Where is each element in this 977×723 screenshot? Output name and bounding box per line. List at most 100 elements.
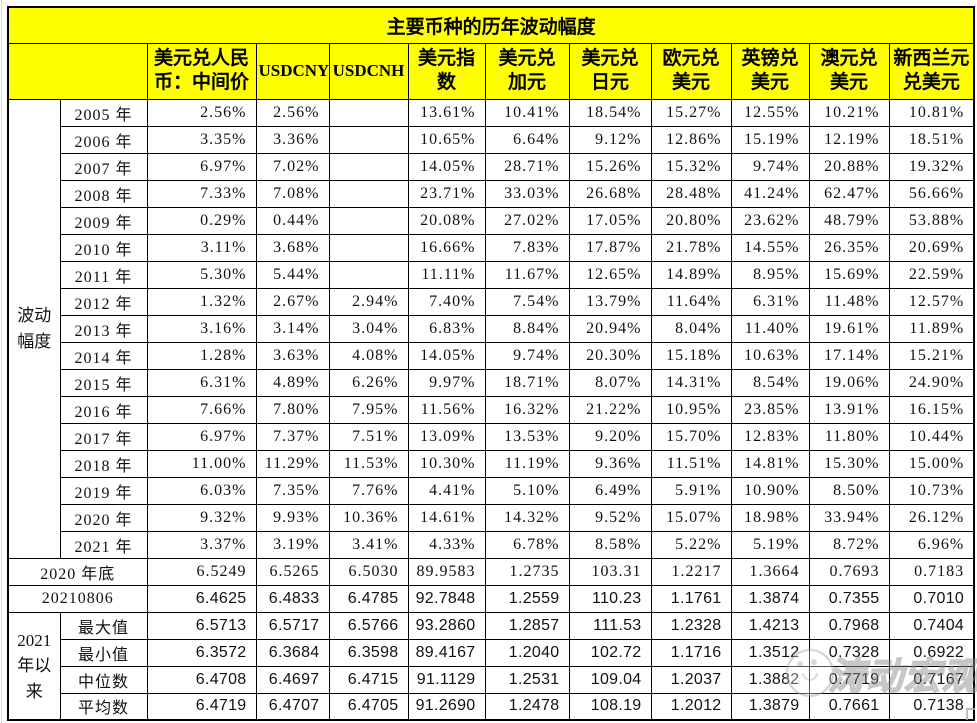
value-cell: 8.72% [808, 530, 890, 559]
value-cell: 15.18% [650, 341, 732, 370]
value-cell: 5.44% [255, 260, 330, 289]
group-label-volatility: 波动幅度 [7, 98, 61, 559]
value-cell: 41.24% [730, 179, 810, 208]
value-cell: 7.37% [255, 422, 330, 451]
value-cell: 8.07% [568, 368, 652, 397]
value-cell: 6.83% [407, 314, 486, 343]
value-cell: 13.53% [484, 422, 570, 451]
value-cell: 22.59% [888, 260, 975, 289]
column-header: 美元兑 加元 [484, 42, 570, 100]
value-cell: 18.71% [484, 368, 570, 397]
header-corner-cell [7, 42, 148, 100]
value-cell: 28.71% [484, 152, 570, 181]
title-row: 主要币种的历年波动幅度 [6, 6, 976, 44]
value-cell: 3.04% [328, 314, 409, 343]
value-cell: 0.7010 [888, 584, 975, 613]
table-row: 2016 年 7.66% 7.80% 7.95% 11.56% 16.32% 21.22% 1… [8, 395, 975, 424]
column-header: 欧元兑 美元 [650, 42, 732, 100]
stat-label: 最小值 [59, 638, 148, 667]
value-cell: 20.94% [568, 314, 652, 343]
value-cell: 14.81% [730, 449, 810, 478]
value-cell: 20.30% [568, 341, 652, 370]
value-cell: 2.56% [255, 98, 330, 127]
value-cell: 11.19% [484, 449, 570, 478]
value-cell: 6.64% [484, 125, 570, 154]
year-label: 2009 年 [59, 206, 148, 235]
value-cell: 5.10% [484, 476, 570, 505]
value-cell [328, 260, 409, 289]
value-cell: 108.19 [568, 692, 652, 721]
value-cell: 4.33% [407, 530, 486, 559]
year-label: 2015 年 [59, 368, 148, 397]
value-cell: 3.37% [146, 530, 257, 559]
year-label: 2013 年 [59, 314, 148, 343]
value-cell: 7.66% [146, 395, 257, 424]
value-cell: 8.95% [730, 260, 810, 289]
spreadsheet-table: 主要币种的历年波动幅度 美元兑人民 币：中间价 USDCNY USDCNH 美元指 数… [6, 6, 976, 721]
value-cell: 7.40% [407, 287, 486, 316]
value-cell: 6.4785 [328, 584, 409, 613]
value-cell: 14.31% [650, 368, 732, 397]
value-cell: 92.7848 [407, 584, 486, 613]
value-cell: 102.72 [568, 638, 652, 667]
value-cell: 0.7183 [888, 557, 975, 586]
value-cell: 10.36% [328, 503, 409, 532]
value-cell: 11.64% [650, 287, 732, 316]
table-row: 20210806 6.4625 6.4833 6.4785 92.7848 1.2559 1… [7, 584, 975, 613]
value-cell: 0.7719 [808, 665, 890, 694]
value-cell: 33.94% [808, 503, 890, 532]
value-cell: 6.4625 [146, 584, 257, 613]
value-cell: 1.3512 [730, 638, 810, 667]
value-cell: 19.32% [888, 152, 975, 181]
value-cell: 12.57% [888, 287, 975, 316]
value-cell: 10.21% [808, 98, 890, 127]
value-cell: 11.67% [484, 260, 570, 289]
value-cell: 3.63% [255, 341, 330, 370]
value-cell: 3.19% [255, 530, 330, 559]
value-cell: 14.05% [407, 341, 486, 370]
value-cell: 15.27% [650, 98, 732, 127]
value-cell: 6.5030 [328, 557, 409, 586]
value-cell: 33.03% [484, 179, 570, 208]
value-cell: 6.4708 [146, 665, 257, 694]
value-cell: 10.95% [650, 395, 732, 424]
table-row: 平均数 6.4719 6.4707 6.4705 91.2690 1.2478 108.19… [8, 692, 975, 721]
year-label: 2012 年 [59, 287, 148, 316]
value-cell [328, 98, 409, 127]
value-cell: 0.7167 [888, 665, 975, 694]
value-cell: 10.73% [888, 476, 975, 505]
value-cell: 17.05% [568, 206, 652, 235]
value-cell: 13.61% [407, 98, 486, 127]
value-cell: 28.48% [650, 179, 732, 208]
table-row: 2015 年 6.31% 4.89% 6.26% 9.97% 18.71% 8.07% 14.… [8, 368, 975, 397]
year-label: 2021 年 [59, 530, 148, 559]
value-cell: 4.41% [407, 476, 486, 505]
table-row: 2012 年 1.32% 2.67% 2.94% 7.40% 7.54% 13.79% 11.… [8, 287, 975, 316]
value-cell: 16.15% [888, 395, 975, 424]
table-row: 2021 年 3.37% 3.19% 3.41% 4.33% 6.78% 8.58% 5.22… [8, 530, 975, 559]
value-cell: 17.14% [808, 341, 890, 370]
column-header: USDCNY [255, 42, 330, 100]
value-cell: 6.5249 [146, 557, 257, 586]
stat-label: 平均数 [59, 692, 148, 721]
value-cell: 1.28% [146, 341, 257, 370]
value-cell: 12.83% [730, 422, 810, 451]
value-cell: 0.44% [255, 206, 330, 235]
value-cell: 4.08% [328, 341, 409, 370]
value-cell: 15.70% [650, 422, 732, 451]
table-row: 2018 年 11.00% 11.29% 11.53% 10.30% 11.19% 9.36… [8, 449, 975, 478]
value-cell: 6.31% [146, 368, 257, 397]
year-label: 2007 年 [59, 152, 148, 181]
value-cell: 9.12% [568, 125, 652, 154]
value-cell: 17.87% [568, 233, 652, 262]
value-cell: 6.5717 [255, 611, 330, 640]
table-row: 2013 年 3.16% 3.14% 3.04% 6.83% 8.84% 20.94% 8.0… [8, 314, 975, 343]
stat-label: 最大值 [59, 611, 148, 640]
value-cell: 24.90% [888, 368, 975, 397]
value-cell: 1.2040 [484, 638, 570, 667]
year-label: 2019 年 [59, 476, 148, 505]
column-header: 美元兑人民 币：中间价 [146, 42, 257, 100]
value-cell: 11.80% [808, 422, 890, 451]
value-cell: 0.7693 [808, 557, 890, 586]
value-cell: 11.11% [407, 260, 486, 289]
